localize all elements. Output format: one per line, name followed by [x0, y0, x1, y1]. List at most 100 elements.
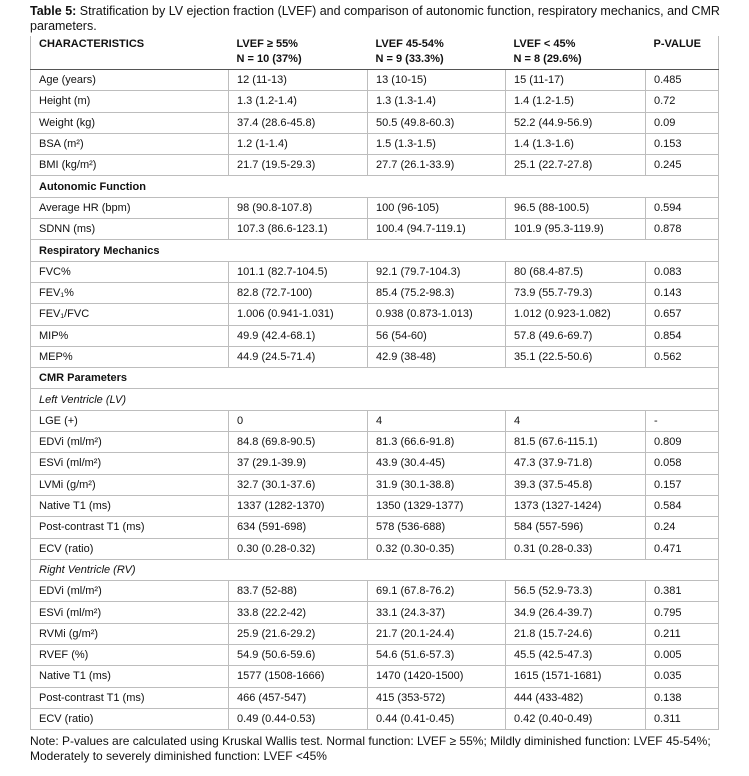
header-cell: P-VALUE [645, 36, 719, 70]
row-label: Post-contrast T1 (ms) [30, 516, 229, 539]
cell: 33.8 (22.2-42) [228, 601, 368, 624]
row-label: FEV₁/FVC [30, 303, 229, 326]
cell: 56 (54-60) [367, 325, 506, 347]
cell: 54.6 (51.6-57.3) [367, 644, 506, 667]
cell: 1.4 (1.2-1.5) [505, 90, 646, 113]
cell: 92.1 (79.7-104.3) [367, 261, 506, 283]
table-row: ESVi (ml/m²) 37 (29.1-39.9) 43.9 (30.4-45)… [30, 452, 719, 475]
header-line: LVEF ≥ 55% [236, 38, 298, 50]
row-label: EDVi (ml/m²) [30, 580, 229, 603]
header-line: N = 10 (37%) [236, 53, 302, 65]
row-label: ECV (ratio) [30, 708, 229, 731]
cell: 21.8 (15.7-24.6) [505, 623, 646, 646]
cell: 47.3 (37.9-71.8) [505, 452, 646, 475]
cell: 0.143 [645, 282, 719, 305]
cell: 634 (591-698) [228, 516, 368, 539]
cell: 0.485 [645, 69, 719, 92]
cell: 0.381 [645, 580, 719, 603]
cell: 1.3 (1.3-1.4) [367, 90, 506, 113]
cell: 0.594 [645, 197, 719, 220]
row-label: MEP% [30, 346, 229, 369]
table-row: Post-contrast T1 (ms) 634 (591-698) 578 (5… [30, 516, 719, 539]
cell: 42.9 (38-48) [367, 346, 506, 369]
cell: 0.44 (0.41-0.45) [367, 708, 506, 731]
cell: 45.5 (42.5-47.3) [505, 644, 646, 667]
cell: 35.1 (22.5-50.6) [505, 346, 646, 369]
cell: 73.9 (55.7-79.3) [505, 282, 646, 305]
cell: 12 (11-13) [228, 69, 368, 92]
table-row: RVMi (g/m²) 25.9 (21.6-29.2) 21.7 (20.1-24… [30, 623, 719, 646]
header-line: CHARACTERISTICS [39, 38, 145, 50]
cell: 0 [228, 410, 368, 433]
header-line: N = 8 (29.6%) [513, 53, 582, 65]
cell: 83.7 (52-88) [228, 580, 368, 603]
cell: 0.157 [645, 474, 719, 496]
section-row: Autonomic Function [30, 175, 719, 198]
cell: 0.657 [645, 303, 719, 326]
table-row: MIP% 49.9 (42.4-68.1) 56 (54-60) 57.8 (49.6… [30, 325, 719, 347]
cell: 0.584 [645, 495, 719, 518]
cell: 84.8 (69.8-90.5) [228, 431, 368, 454]
table-row: Post-contrast T1 (ms) 466 (457-547) 415 (3… [30, 687, 719, 709]
header-line: N = 9 (33.3%) [375, 53, 444, 65]
table-row: SDNN (ms) 107.3 (86.6-123.1) 100.4 (94.7-1… [30, 218, 719, 241]
table-row: FEV₁% 82.8 (72.7-100) 85.4 (75.2-98.3) 73.9… [30, 282, 719, 305]
table-row: EDVi (ml/m²) 84.8 (69.8-90.5) 81.3 (66.6-9… [30, 431, 719, 454]
table: CHARACTERISTICS LVEF ≥ 55% N = 10 (37%) LVE… [30, 36, 719, 731]
cell: - [645, 410, 719, 433]
table-row: ECV (ratio) 0.49 (0.44-0.53) 0.44 (0.41-0.… [30, 708, 719, 731]
row-label: Height (m) [30, 90, 229, 113]
caption: Table 5: Stratification by LV ejection f… [30, 4, 720, 34]
header-cell: LVEF < 45% N = 8 (29.6%) [505, 36, 646, 70]
cell: 52.2 (44.9-56.9) [505, 112, 646, 134]
cell: 27.7 (26.1-33.9) [367, 154, 506, 177]
cell: 0.49 (0.44-0.53) [228, 708, 368, 731]
section-row: CMR Parameters [30, 367, 719, 390]
table-row: Weight (kg) 37.4 (28.6-45.8) 50.5 (49.8-60… [30, 112, 719, 134]
cell: 0.005 [645, 644, 719, 667]
cell: 96.5 (88-100.5) [505, 197, 646, 220]
header-cell: LVEF ≥ 55% N = 10 (37%) [228, 36, 368, 70]
cell: 0.24 [645, 516, 719, 539]
header-row: CHARACTERISTICS LVEF ≥ 55% N = 10 (37%) LVE… [30, 36, 719, 70]
cell: 0.083 [645, 261, 719, 283]
table-row: Native T1 (ms) 1337 (1282-1370) 1350 (1329… [30, 495, 719, 518]
caption-label: Table 5: [30, 4, 77, 18]
cell: 33.1 (24.3-37) [367, 601, 506, 624]
cell: 32.7 (30.1-37.6) [228, 474, 368, 496]
cell: 0.035 [645, 665, 719, 688]
table-row: Native T1 (ms) 1577 (1508-1666) 1470 (1420… [30, 665, 719, 688]
cell: 56.5 (52.9-73.3) [505, 580, 646, 603]
table-row: EDVi (ml/m²) 83.7 (52-88) 69.1 (67.8-76.2)… [30, 580, 719, 603]
cell: 43.9 (30.4-45) [367, 452, 506, 475]
row-label: SDNN (ms) [30, 218, 229, 241]
cell: 31.9 (30.1-38.8) [367, 474, 506, 496]
subsection-title: Right Ventricle (RV) [30, 559, 719, 582]
cell: 1337 (1282-1370) [228, 495, 368, 518]
cell: 0.30 (0.28-0.32) [228, 538, 368, 560]
cell: 15 (11-17) [505, 69, 646, 92]
header-cell: LVEF 45-54% N = 9 (33.3%) [367, 36, 506, 70]
row-label: BSA (m²) [30, 133, 229, 156]
cell: 0.562 [645, 346, 719, 369]
row-label: Native T1 (ms) [30, 495, 229, 518]
cell: 584 (557-596) [505, 516, 646, 539]
row-label: ESVi (ml/m²) [30, 452, 229, 475]
cell: 0.878 [645, 218, 719, 241]
cell: 0.42 (0.40-0.49) [505, 708, 646, 731]
cell: 85.4 (75.2-98.3) [367, 282, 506, 305]
header-line: P-VALUE [653, 38, 701, 50]
table-row: RVEF (%) 54.9 (50.6-59.6) 54.6 (51.6-57.3)… [30, 644, 719, 667]
row-label: Age (years) [30, 69, 229, 92]
table-row: ECV (ratio) 0.30 (0.28-0.32) 0.32 (0.30-0.… [30, 538, 719, 560]
cell: 444 (433-482) [505, 687, 646, 709]
cell: 0.211 [645, 623, 719, 646]
table-row: Average HR (bpm) 98 (90.8-107.8) 100 (96-1… [30, 197, 719, 220]
caption-text: Stratification by LV ejection fraction (… [30, 4, 720, 33]
cell: 0.72 [645, 90, 719, 113]
subsection-title: Left Ventricle (LV) [30, 388, 719, 411]
section-row: Respiratory Mechanics [30, 239, 719, 262]
cell: 4 [505, 410, 646, 433]
cell: 0.311 [645, 708, 719, 731]
